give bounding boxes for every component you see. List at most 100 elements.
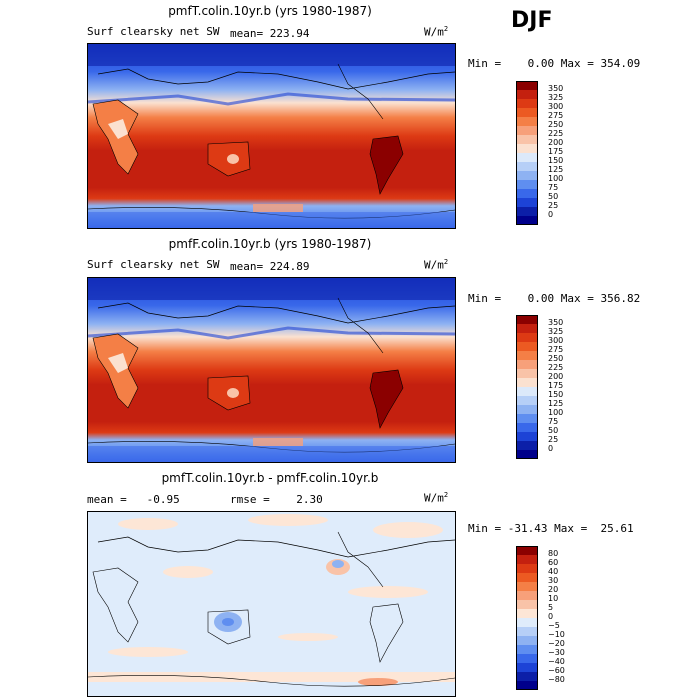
panel-3-minmax: Min = -31.43 Max = 25.61 (468, 522, 634, 535)
cbar-label: 150 (548, 156, 564, 165)
cbar-label: 250 (548, 354, 564, 363)
cbar-label: 50 (548, 426, 559, 435)
cbar-label: −30 (548, 648, 565, 657)
colorbar-swatch (516, 324, 538, 333)
colorbar-swatch (516, 663, 538, 672)
colorbar-swatch (516, 681, 538, 690)
cbar-label: 175 (548, 381, 564, 390)
cbar-label: 0 (548, 444, 554, 453)
cbar-label: 350 (548, 318, 564, 327)
panel-1-colorbar (516, 81, 538, 226)
colorbar-swatch (516, 618, 538, 627)
colorbar-swatch (516, 672, 538, 681)
colorbar-swatch (516, 108, 538, 117)
colorbar-swatch (516, 99, 538, 108)
cbar-label: 275 (548, 111, 564, 120)
panel-2-map (87, 277, 456, 463)
cbar-label: 0 (548, 210, 554, 219)
cbar-label: −80 (548, 675, 565, 684)
colorbar-swatch (516, 450, 538, 459)
panel-1-units: W/m2 (424, 25, 449, 39)
colorbar-swatch (516, 609, 538, 618)
cbar-label: 100 (548, 408, 564, 417)
cbar-label: 0 (548, 612, 554, 621)
panel-1-title: pmfT.colin.10yr.b (yrs 1980-1987) (168, 4, 372, 18)
cbar-label: 40 (548, 567, 559, 576)
cbar-label: −60 (548, 666, 565, 675)
cbar-label: 60 (548, 558, 559, 567)
cbar-label: 125 (548, 399, 564, 408)
cbar-label: 10 (548, 594, 559, 603)
colorbar-swatch (516, 153, 538, 162)
cbar-label: 30 (548, 576, 559, 585)
season-label: DJF (511, 8, 553, 33)
panel-2-units: W/m2 (424, 258, 449, 272)
colorbar-swatch (516, 546, 538, 555)
cbar-label: 200 (548, 372, 564, 381)
panel-1-mean: mean= 223.94 (230, 27, 310, 40)
cbar-label: 225 (548, 363, 564, 372)
colorbar-swatch (516, 216, 538, 225)
colorbar-swatch (516, 441, 538, 450)
cbar-label: 50 (548, 192, 559, 201)
colorbar-swatch (516, 369, 538, 378)
panel-1-map (87, 43, 456, 229)
cbar-label: 350 (548, 84, 564, 93)
colorbar-swatch (516, 432, 538, 441)
colorbar-swatch (516, 162, 538, 171)
panel-3-title: pmfT.colin.10yr.b - pmfF.colin.10yr.b (161, 471, 379, 485)
colorbar-swatch (516, 405, 538, 414)
cbar-label: 225 (548, 129, 564, 138)
colorbar-swatch (516, 636, 538, 645)
cbar-label: 300 (548, 336, 564, 345)
colorbar-swatch (516, 360, 538, 369)
colorbar-swatch (516, 207, 538, 216)
cbar-label: 100 (548, 174, 564, 183)
cbar-label: 200 (548, 138, 564, 147)
cbar-label: 325 (548, 93, 564, 102)
colorbar-swatch (516, 81, 538, 90)
cbar-label: 5 (548, 603, 554, 612)
panel-1-colorbar-labels: 350 325 300 275 250 225 200 175 150 125 … (548, 85, 588, 225)
cbar-label: −20 (548, 639, 565, 648)
colorbar-swatch (516, 564, 538, 573)
colorbar-swatch (516, 423, 538, 432)
panel-3-colorbar (516, 546, 538, 691)
colorbar-swatch (516, 90, 538, 99)
cbar-label: 300 (548, 102, 564, 111)
cbar-label: 25 (548, 435, 559, 444)
cbar-label: 250 (548, 120, 564, 129)
colorbar-swatch (516, 591, 538, 600)
colorbar-swatch (516, 378, 538, 387)
colorbar-swatch (516, 333, 538, 342)
panel-2-mean: mean= 224.89 (230, 260, 310, 273)
cbar-label: 325 (548, 327, 564, 336)
colorbar-swatch (516, 171, 538, 180)
colorbar-swatch (516, 180, 538, 189)
colorbar-swatch (516, 555, 538, 564)
cbar-label: 80 (548, 549, 559, 558)
cbar-label: 175 (548, 147, 564, 156)
panel-3-rmse: rmse = 2.30 (230, 493, 323, 506)
cbar-label: 150 (548, 390, 564, 399)
panel-2-colorbar-labels: 350 325 300 275 250 225 200 175 150 125 … (548, 319, 588, 459)
panel-2-title: pmfF.colin.10yr.b (yrs 1980-1987) (168, 237, 372, 251)
colorbar-swatch (516, 600, 538, 609)
panel-1-field-label: Surf clearsky net SW (87, 25, 220, 38)
colorbar-swatch (516, 189, 538, 198)
colorbar-swatch (516, 315, 538, 324)
colorbar-swatch (516, 573, 538, 582)
colorbar-swatch (516, 582, 538, 591)
colorbar-swatch (516, 414, 538, 423)
colorbar-swatch (516, 117, 538, 126)
colorbar-swatch (516, 645, 538, 654)
panel-2-field-label: Surf clearsky net SW (87, 258, 220, 271)
colorbar-swatch (516, 396, 538, 405)
colorbar-swatch (516, 135, 538, 144)
cbar-label: 125 (548, 165, 564, 174)
colorbar-swatch (516, 342, 538, 351)
colorbar-swatch (516, 198, 538, 207)
panel-3-mean: mean = -0.95 (87, 493, 180, 506)
colorbar-swatch (516, 144, 538, 153)
cbar-label: 25 (548, 201, 559, 210)
